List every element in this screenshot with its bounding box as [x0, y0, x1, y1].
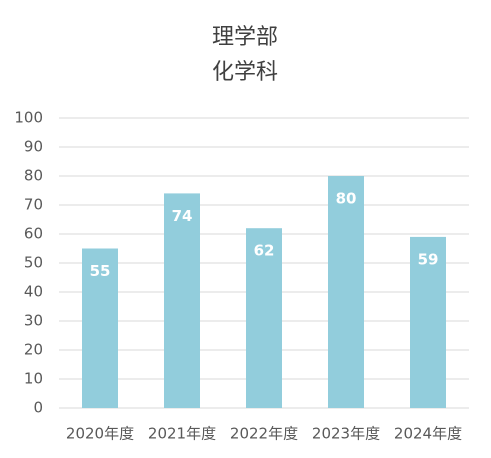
chart-subtitle: 化学科 — [212, 60, 278, 85]
bar — [82, 248, 118, 408]
y-tick-label: 100 — [14, 109, 43, 127]
data-label: 80 — [336, 190, 357, 208]
bar — [164, 193, 200, 408]
x-tick-label: 2023年度 — [312, 425, 380, 443]
data-label: 55 — [90, 262, 111, 280]
y-tick-label: 20 — [24, 341, 43, 359]
x-tick-label: 2021年度 — [148, 425, 216, 443]
y-tick-label: 60 — [24, 225, 43, 243]
x-tick-label: 2020年度 — [66, 425, 134, 443]
data-label: 74 — [172, 207, 193, 225]
bar — [246, 228, 282, 408]
y-tick-label: 70 — [24, 196, 43, 214]
bar — [328, 176, 364, 408]
y-tick-label: 80 — [24, 167, 43, 185]
x-tick-label: 2022年度 — [230, 425, 298, 443]
y-tick-label: 90 — [24, 138, 43, 156]
data-label: 59 — [418, 250, 439, 268]
chart-title: 理学部 — [212, 25, 278, 50]
y-tick-label: 10 — [24, 370, 43, 388]
bar — [410, 236, 446, 408]
y-tick-label: 30 — [24, 312, 43, 330]
y-tick-label: 40 — [24, 283, 43, 301]
x-tick-label: 2024年度 — [394, 425, 462, 443]
y-tick-label: 50 — [24, 254, 43, 272]
y-tick-label: 0 — [33, 399, 43, 417]
data-label: 62 — [254, 242, 275, 260]
